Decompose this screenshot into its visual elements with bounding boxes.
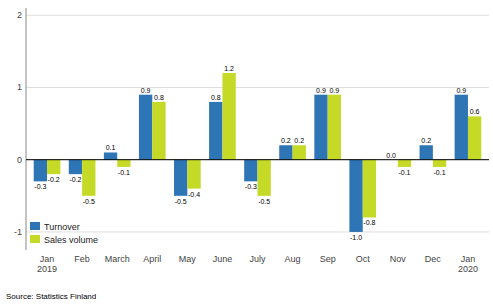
bar	[187, 160, 200, 189]
data-label: 0.9	[141, 87, 151, 94]
bar	[222, 73, 235, 160]
data-label: -1.0	[350, 234, 362, 241]
legend-label: Sales volume	[44, 235, 98, 245]
data-label: -0.5	[258, 198, 270, 205]
x-tick-label: Aug	[285, 254, 301, 264]
x-tick-label: Jan2020	[458, 254, 478, 274]
x-tick-label: March	[105, 254, 130, 264]
data-label: 0.0	[386, 152, 396, 159]
grid-line	[26, 15, 489, 16]
data-label: 0.1	[106, 144, 116, 151]
x-tick-label: Dec	[425, 254, 442, 264]
bar	[139, 95, 152, 160]
bar	[47, 160, 60, 174]
data-label: -0.1	[118, 169, 130, 176]
x-tick-label: June	[213, 254, 233, 264]
x-tick-label: Oct	[356, 254, 371, 264]
x-tick-label: Feb	[74, 254, 90, 264]
data-label: -0.1	[398, 169, 410, 176]
data-label: 0.6	[470, 108, 480, 115]
y-axis-line	[26, 8, 27, 250]
data-label: 0.9	[329, 87, 339, 94]
x-tick-label: Nov	[390, 254, 407, 264]
y-tick-label: -1	[14, 227, 22, 237]
grid-line	[26, 159, 489, 160]
legend-swatch	[30, 222, 40, 230]
data-label: -0.5	[175, 198, 187, 205]
bar	[398, 160, 411, 167]
x-tick-label: July	[249, 254, 266, 264]
data-labels: -0.3-0.20.10.9-0.50.8-0.30.20.9-1.00.00.…	[34, 65, 479, 241]
data-label: 1.2	[224, 65, 234, 72]
x-tick-label: May	[179, 254, 197, 264]
source-text: Source: Statistics Finland	[6, 292, 96, 301]
data-label: -0.3	[245, 183, 257, 190]
bar	[314, 95, 327, 160]
bar	[279, 145, 292, 159]
legend-swatch	[30, 235, 40, 243]
grid-line	[26, 231, 489, 232]
bar	[363, 160, 376, 218]
bar	[82, 160, 95, 196]
data-label: 0.2	[294, 137, 304, 144]
bar	[420, 145, 433, 159]
y-tick-label: 1	[17, 82, 22, 92]
y-tick-label: 0	[17, 155, 22, 165]
x-tick-label: April	[143, 254, 161, 264]
x-tick-label: Jan2019	[37, 254, 57, 274]
data-label: 0.9	[316, 87, 326, 94]
grid	[26, 15, 489, 232]
bar	[34, 160, 47, 182]
bar	[69, 160, 82, 174]
x-tick-label: Sep	[320, 254, 336, 264]
bar	[244, 160, 257, 182]
bar	[258, 160, 271, 196]
data-label: 0.2	[281, 137, 291, 144]
bar	[468, 116, 481, 159]
bar	[293, 145, 306, 159]
data-label: -0.5	[83, 198, 95, 205]
data-label: -0.2	[48, 176, 60, 183]
bar	[455, 95, 468, 160]
bar	[328, 95, 341, 160]
bar	[117, 160, 130, 167]
bars	[34, 73, 482, 232]
bar	[209, 102, 222, 160]
bar	[349, 160, 362, 232]
bar	[152, 102, 165, 160]
grid-line	[26, 87, 489, 88]
data-label: -0.3	[34, 183, 46, 190]
chart: -1012-0.3-0.20.10.9-0.50.8-0.30.20.9-1.0…	[0, 0, 493, 304]
data-label: -0.8	[363, 219, 375, 226]
bar	[433, 160, 446, 167]
y-tick-label: 2	[17, 10, 22, 20]
data-label: 0.8	[211, 94, 221, 101]
bar	[174, 160, 187, 196]
zero-line	[26, 159, 489, 160]
data-label: -0.1	[434, 169, 446, 176]
legend-label: Turnover	[44, 222, 80, 232]
data-label: 0.9	[456, 87, 466, 94]
data-label: -0.2	[69, 176, 81, 183]
bar	[104, 152, 117, 159]
legend: Turnover Sales volume	[30, 222, 98, 245]
data-label: -0.4	[188, 191, 200, 198]
data-label: 0.2	[421, 137, 431, 144]
data-label: 0.8	[154, 94, 164, 101]
